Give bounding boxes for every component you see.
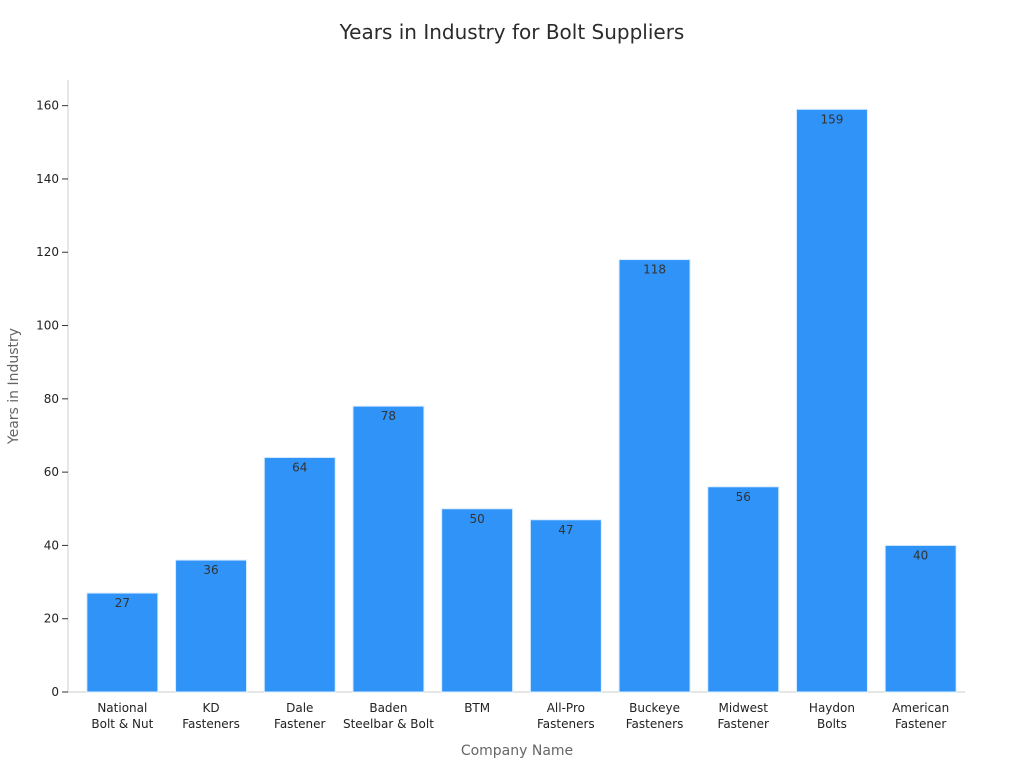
- data-labels: 27 36 64 78 50 47 118 56 159 40: [115, 112, 929, 610]
- bar-value-label: 40: [913, 548, 928, 562]
- x-tick-label: All-Pro Fasteners: [537, 701, 595, 731]
- x-tick-labels: National Bolt & Nut KD Fasteners Dale Fastene…: [91, 701, 949, 731]
- y-tick-label: 120: [36, 245, 59, 259]
- bar: [263, 456, 336, 693]
- x-tick-label-line: Fastener: [718, 717, 769, 731]
- x-tick-label-line: Fasteners: [626, 717, 684, 731]
- x-tick-label: BTM: [464, 701, 490, 715]
- x-tick-label-line: Fastener: [274, 717, 325, 731]
- x-tick-label-line: Buckeye: [629, 701, 680, 715]
- x-tick-label-line: Bolts: [817, 717, 847, 731]
- x-tick-label-line: Fasteners: [537, 717, 595, 731]
- x-tick-label-line: Dale: [286, 701, 313, 715]
- bar-value-label: 118: [643, 263, 666, 277]
- y-tick-label: 100: [36, 319, 59, 333]
- bar-value-label: 27: [115, 596, 130, 610]
- bar: [707, 486, 780, 693]
- x-tick-label-line: Baden: [369, 701, 407, 715]
- x-tick-label-line: Midwest: [719, 701, 769, 715]
- y-tick-label: 40: [44, 538, 59, 552]
- x-tick-label: Dale Fastener: [274, 701, 325, 731]
- bar-value-label: 56: [736, 490, 751, 504]
- bar-value-label: 159: [820, 112, 843, 126]
- bar: [795, 108, 868, 693]
- bar-value-label: 36: [203, 563, 218, 577]
- y-tick-label: 60: [44, 465, 59, 479]
- y-tick-label: 20: [44, 612, 59, 626]
- y-axis-label: Years in Industry: [6, 328, 22, 445]
- x-tick-label-line: BTM: [464, 701, 490, 715]
- bar: [86, 592, 159, 693]
- x-tick-label: Buckeye Fasteners: [626, 701, 684, 731]
- bar: [175, 559, 248, 693]
- bars: [86, 108, 957, 693]
- x-axis-label: Company Name: [461, 743, 573, 759]
- chart-title: Years in Industry for Bolt Suppliers: [339, 20, 685, 44]
- y-axis: 0 20 40 60 80 100 120 140 160: [36, 80, 69, 699]
- x-tick-label: KD Fasteners: [182, 701, 240, 731]
- x-tick-label-line: Fasteners: [182, 717, 240, 731]
- x-tick-label-line: All-Pro: [547, 701, 585, 715]
- y-tick-label: 0: [51, 685, 59, 699]
- y-tick-label: 140: [36, 172, 59, 186]
- x-tick-label-line: Bolt & Nut: [91, 717, 153, 731]
- x-tick-label: Midwest Fastener: [718, 701, 769, 731]
- bar-value-label: 64: [292, 460, 307, 474]
- bar-value-label: 78: [381, 409, 396, 423]
- bar: [529, 519, 602, 693]
- x-tick-label-line: Steelbar & Bolt: [343, 717, 434, 731]
- y-tick-label: 160: [36, 99, 59, 113]
- bar: [352, 405, 425, 693]
- x-tick-label-line: KD: [202, 701, 219, 715]
- x-tick-label-line: Fastener: [895, 717, 946, 731]
- bar: [441, 508, 514, 693]
- x-tick-label: National Bolt & Nut: [91, 701, 153, 731]
- x-tick-label-line: National: [97, 701, 147, 715]
- x-tick-label: Haydon Bolts: [809, 701, 855, 731]
- x-tick-label: Baden Steelbar & Bolt: [343, 701, 434, 731]
- x-tick-label-line: American: [892, 701, 949, 715]
- x-tick-label: American Fastener: [892, 701, 949, 731]
- y-tick-label: 80: [44, 392, 59, 406]
- x-tick-label-line: Haydon: [809, 701, 855, 715]
- bar-value-label: 47: [558, 523, 573, 537]
- bar: [884, 544, 957, 693]
- bar-value-label: 50: [470, 512, 485, 526]
- bar: [618, 259, 691, 693]
